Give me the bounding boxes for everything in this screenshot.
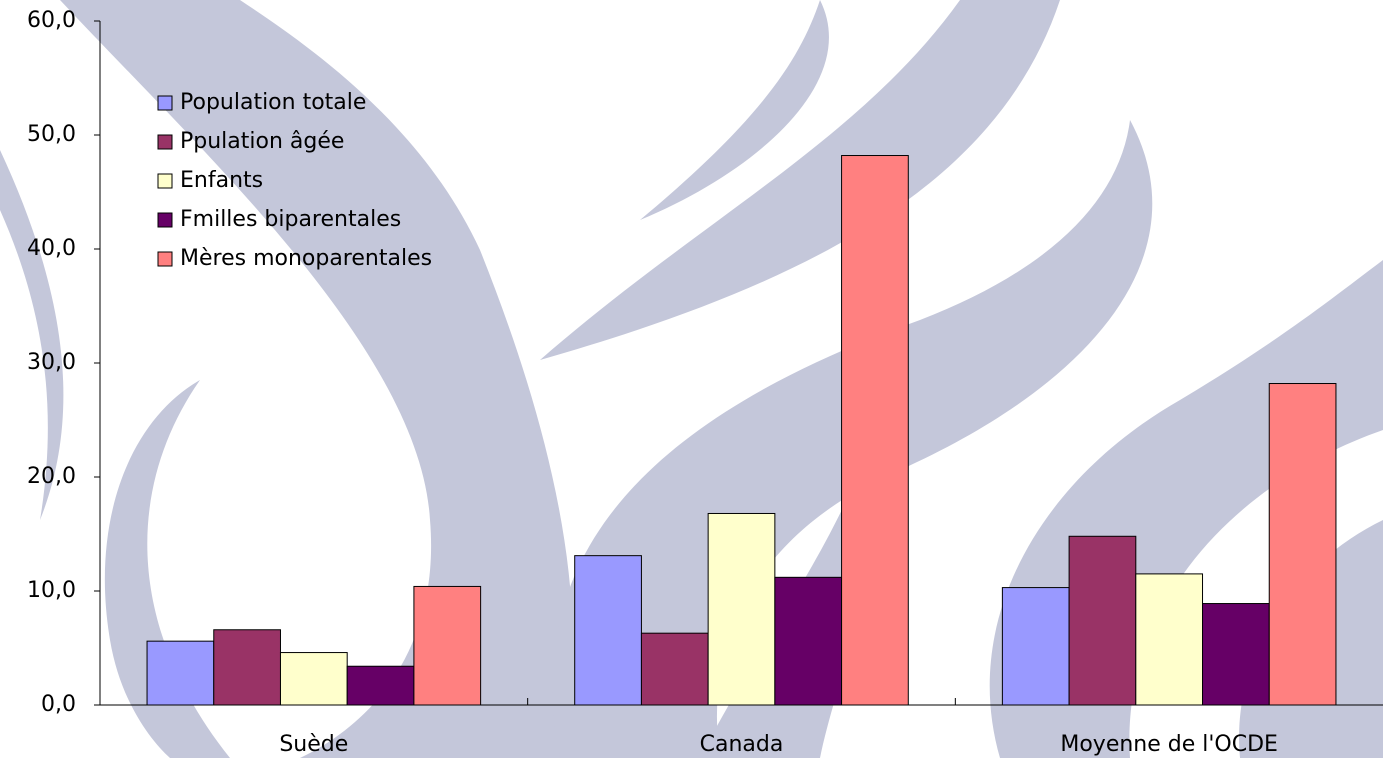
y-tick-label: 20,0 xyxy=(27,464,76,489)
bar xyxy=(707,512,776,706)
legend-swatch xyxy=(157,251,173,267)
bar xyxy=(1202,603,1270,706)
bar xyxy=(1268,383,1337,706)
y-tick-label: 40,0 xyxy=(27,236,76,261)
y-tick-label: 0,0 xyxy=(41,692,76,717)
bar xyxy=(413,585,482,706)
legend-swatch xyxy=(157,95,173,111)
bar xyxy=(213,629,281,706)
bar xyxy=(774,576,843,706)
bar xyxy=(346,665,415,706)
bar xyxy=(279,652,348,706)
bar xyxy=(640,632,709,706)
bar xyxy=(1135,573,1204,706)
legend-label: Population totale xyxy=(180,90,366,115)
legend-swatch xyxy=(157,134,173,150)
x-tick-label: Moyenne de l'OCDE xyxy=(1060,732,1278,757)
legend-label: Fmilles biparentales xyxy=(180,207,401,232)
x-tick-label: Suède xyxy=(279,732,348,757)
bar xyxy=(574,555,642,706)
legend-swatch xyxy=(157,212,173,228)
bar xyxy=(841,155,909,706)
legend-label: Mères monoparentales xyxy=(180,246,432,271)
legend-label: Enfants xyxy=(180,168,263,193)
y-tick-label: 60,0 xyxy=(27,8,76,33)
bar xyxy=(146,640,215,706)
y-tick-label: 10,0 xyxy=(27,578,76,603)
y-tick-label: 50,0 xyxy=(27,122,76,147)
bar xyxy=(1001,587,1070,706)
x-tick-label: Canada xyxy=(700,732,784,757)
legend-swatch xyxy=(157,173,173,189)
legend-label: Ppulation âgée xyxy=(180,129,344,154)
bar xyxy=(1068,535,1137,706)
y-tick-label: 30,0 xyxy=(27,350,76,375)
